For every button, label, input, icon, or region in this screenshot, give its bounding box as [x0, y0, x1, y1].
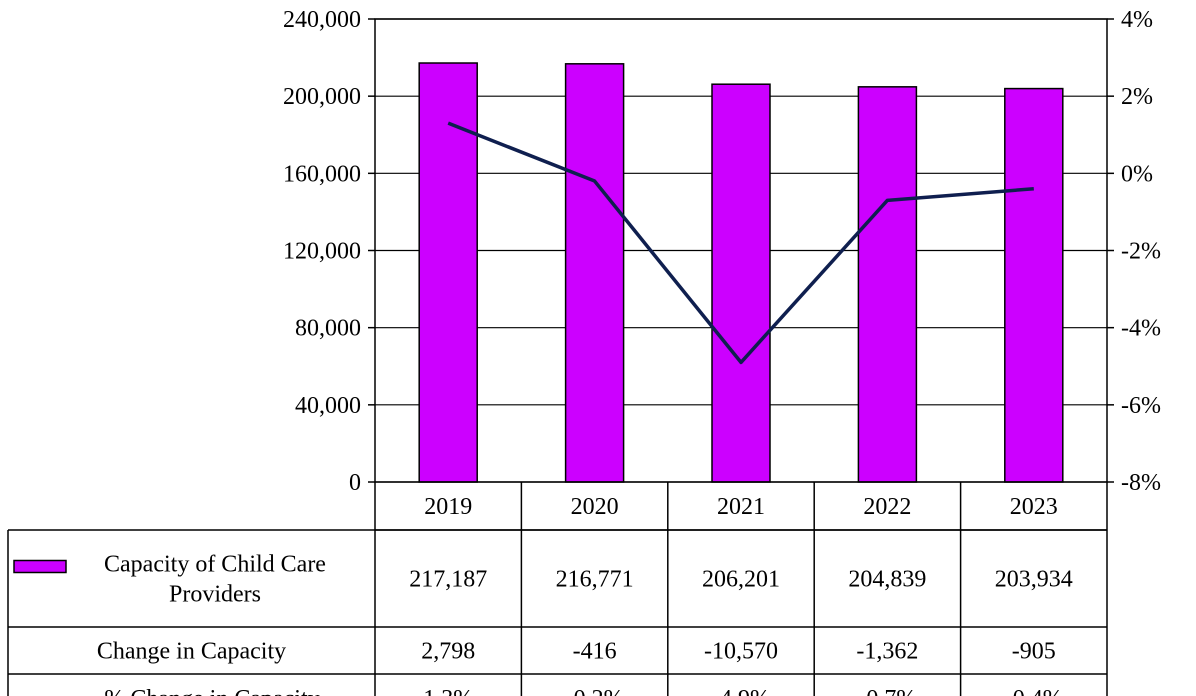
category-label-2021: 2021 [717, 494, 765, 520]
bar-2023 [1004, 87, 1064, 483]
category-label-2019: 2019 [424, 494, 472, 520]
left-axis-tick-label: 40,000 [295, 393, 361, 419]
bars [418, 62, 1064, 483]
table-cell-value: 204,839 [848, 567, 926, 593]
data-table: 2019 2020 2021 2022 2023 Capacity of Child Ca… [7, 482, 1108, 696]
row-label: Capacity of Child Care [104, 552, 326, 578]
table-cell-value: -10,570 [704, 639, 778, 665]
right-axis-tick-label: 0% [1121, 161, 1153, 187]
right-axis-tick-label: -6% [1121, 393, 1161, 419]
table-cell-value: -1,362 [856, 639, 918, 665]
bar-2019 [418, 62, 478, 483]
plot-frame [368, 18, 1114, 483]
left-axis-tick-label: 0 [349, 470, 361, 496]
left-axis-tick-label: 200,000 [283, 84, 361, 110]
table-cell-value: -0.2% [566, 686, 624, 696]
category-label-2022: 2022 [863, 494, 911, 520]
left-axis-tick-labels: 0 40,000 80,000 120,000 160,000 200,000 240,00… [283, 7, 361, 496]
left-axis-tick-label: 120,000 [283, 239, 361, 265]
table-cell-value: -416 [573, 639, 617, 665]
percent-line-series [447, 121, 1034, 365]
table-cell-value: 2,798 [421, 639, 475, 665]
legend-bar-swatch [13, 559, 67, 574]
table-cell-value: 203,934 [995, 567, 1073, 593]
category-label-2020: 2020 [571, 494, 619, 520]
table-cell-value: 206,201 [702, 567, 780, 593]
category-label-2023: 2023 [1010, 494, 1058, 520]
left-axis-tick-label: 160,000 [283, 161, 361, 187]
row-label: Change in Capacity [97, 639, 286, 665]
table-cell-value: -0.7% [858, 686, 916, 696]
table-cell-value: -0.4% [1005, 686, 1063, 696]
bar-2020 [564, 63, 625, 483]
right-axis-tick-label: -8% [1121, 470, 1161, 496]
table-cell-value: 217,187 [409, 567, 487, 593]
table-cell-value: 1.3% [423, 686, 473, 696]
right-axis-tick-label: -2% [1121, 239, 1161, 265]
right-axis-tick-label: 2% [1121, 84, 1153, 110]
table-cell-value: -4.9% [712, 686, 770, 696]
row-label: Providers [169, 582, 261, 608]
bar-2022 [857, 86, 918, 483]
left-axis-tick-label: 240,000 [283, 7, 361, 33]
row-label: % Change in Capacity [104, 686, 319, 696]
right-axis-tick-labels: -8% -6% -4% -2% 0% 2% 4% [1121, 7, 1161, 496]
left-axis-tick-label: 80,000 [295, 316, 361, 342]
right-axis-tick-label: -4% [1121, 316, 1161, 342]
table-cell-value: 216,771 [556, 567, 634, 593]
table-cell-value: -905 [1012, 639, 1056, 665]
right-axis-tick-label: 4% [1121, 7, 1153, 33]
bar-2021 [711, 83, 771, 483]
